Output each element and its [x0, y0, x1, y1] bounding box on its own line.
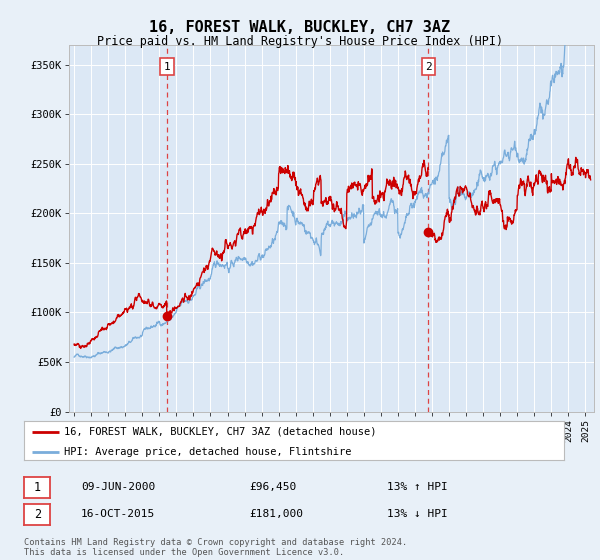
Text: Price paid vs. HM Land Registry's House Price Index (HPI): Price paid vs. HM Land Registry's House …: [97, 35, 503, 48]
Text: 13% ↓ HPI: 13% ↓ HPI: [387, 509, 448, 519]
Text: 16-OCT-2015: 16-OCT-2015: [81, 509, 155, 519]
Text: HPI: Average price, detached house, Flintshire: HPI: Average price, detached house, Flin…: [65, 447, 352, 457]
Text: 1: 1: [163, 62, 170, 72]
Text: 2: 2: [425, 62, 432, 72]
Text: £181,000: £181,000: [249, 509, 303, 519]
Text: 13% ↑ HPI: 13% ↑ HPI: [387, 482, 448, 492]
Text: 09-JUN-2000: 09-JUN-2000: [81, 482, 155, 492]
Text: 16, FOREST WALK, BUCKLEY, CH7 3AZ: 16, FOREST WALK, BUCKLEY, CH7 3AZ: [149, 20, 451, 35]
Text: £96,450: £96,450: [249, 482, 296, 492]
Text: 1: 1: [34, 481, 41, 494]
Text: Contains HM Land Registry data © Crown copyright and database right 2024.
This d: Contains HM Land Registry data © Crown c…: [24, 538, 407, 557]
Text: 16, FOREST WALK, BUCKLEY, CH7 3AZ (detached house): 16, FOREST WALK, BUCKLEY, CH7 3AZ (detac…: [65, 427, 377, 437]
Text: 2: 2: [34, 508, 41, 521]
